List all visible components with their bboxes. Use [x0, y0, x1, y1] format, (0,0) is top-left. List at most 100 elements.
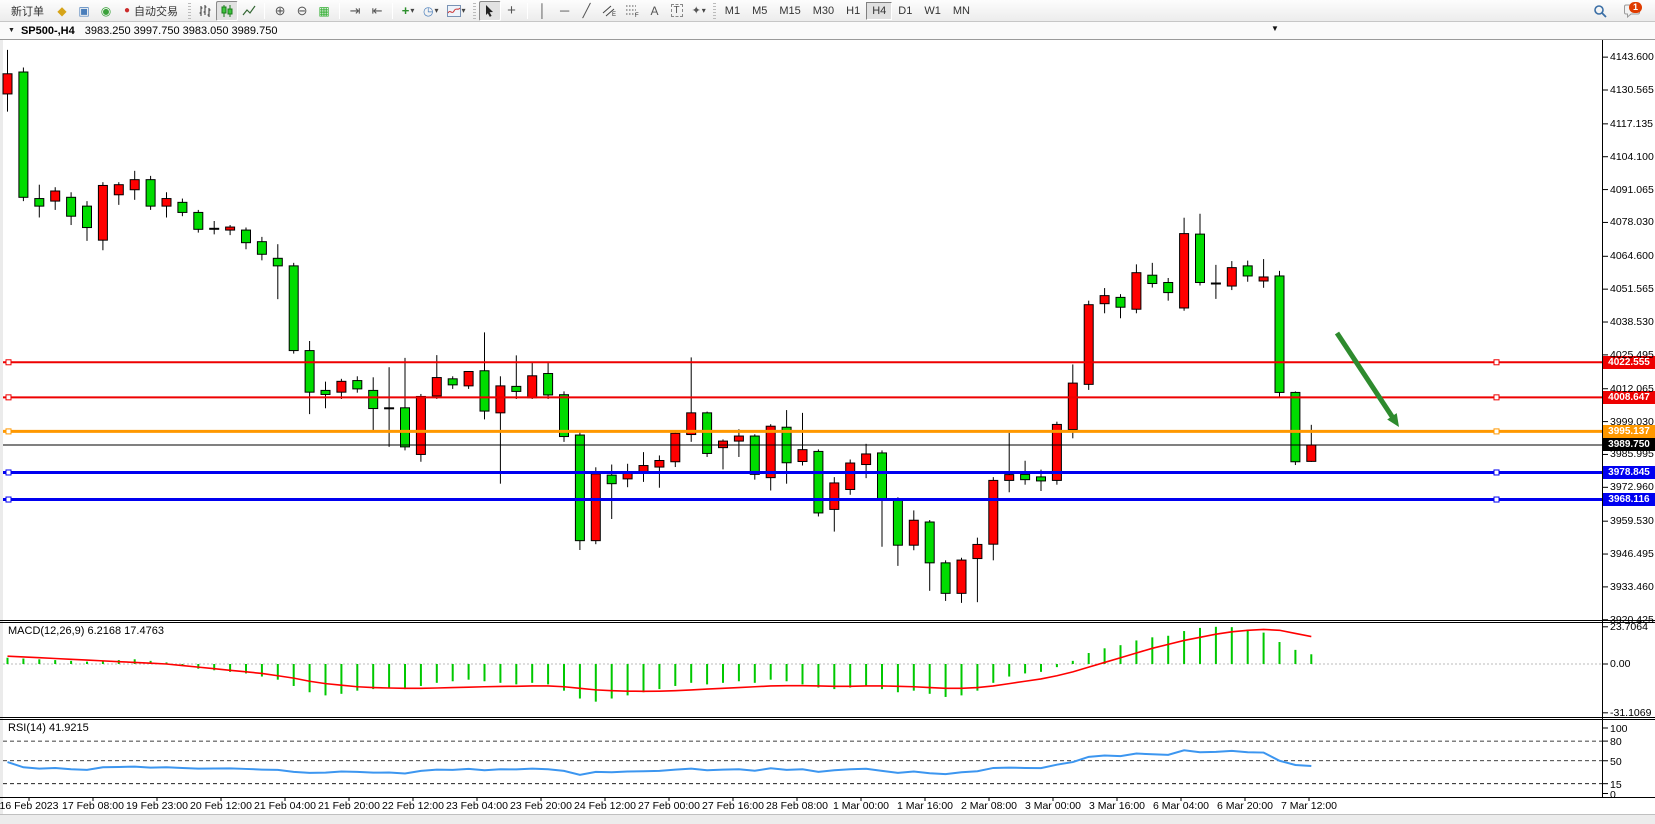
chart-menu-caret[interactable]: ▼: [8, 27, 15, 34]
candle-body: [1179, 233, 1190, 309]
macd-histogram-bar: [1278, 642, 1281, 664]
timeframe-M1[interactable]: M1: [724, 4, 741, 17]
zoom-in-icon[interactable]: ⊕: [274, 2, 286, 18]
candle-body: [34, 198, 45, 207]
hline-handle[interactable]: [1493, 469, 1500, 476]
cursor-tool[interactable]: [478, 0, 501, 21]
fibonacci-tool[interactable]: F: [621, 1, 644, 21]
timeframe-MN[interactable]: MN: [952, 4, 970, 17]
terminal-icon[interactable]: ▣: [78, 3, 90, 18]
candle-body: [1051, 423, 1062, 481]
candle-body: [892, 499, 903, 546]
candle-body: [18, 71, 29, 198]
macd-histogram-bar: [1024, 664, 1027, 674]
candle-body: [829, 482, 840, 510]
candle-body: [1083, 304, 1094, 385]
macd-histogram-bar: [6, 657, 9, 664]
candle-body: [702, 412, 713, 454]
hline-handle[interactable]: [5, 359, 12, 366]
text-label-tool[interactable]: T: [666, 1, 688, 21]
candle-body: [368, 389, 379, 410]
macd-histogram-bar: [626, 664, 629, 696]
macd-histogram-bar: [960, 664, 963, 696]
candle-body: [654, 459, 665, 468]
crosshair-tool[interactable]: +: [507, 2, 516, 19]
candle-body: [845, 462, 856, 490]
zoom-out-icon[interactable]: ⊖: [296, 2, 308, 18]
new-chart-button[interactable]: + ▾: [401, 3, 415, 18]
auto-trading-button[interactable]: ● 自动交易: [117, 1, 185, 21]
macd-histogram-bar: [896, 664, 899, 693]
vertical-line-tool[interactable]: │: [538, 3, 547, 18]
rsi-line: [7, 749, 1312, 776]
macd-histogram-bar: [1055, 664, 1058, 668]
hline-handle[interactable]: [5, 496, 12, 503]
candle-body: [336, 380, 347, 393]
periods-dropdown[interactable]: ◷ ▾: [423, 3, 439, 18]
hline-handle[interactable]: [5, 394, 12, 401]
chart-title-bar[interactable]: ▼ SP500-,H4 3983.250 3997.750 3983.050 3…: [0, 22, 1655, 40]
hline-handle[interactable]: [1493, 428, 1500, 435]
arrow-object[interactable]: [1334, 331, 1397, 422]
macd-histogram-bar: [1199, 627, 1201, 664]
timeframe-M15[interactable]: M15: [779, 4, 801, 17]
scroll-marker-icon: ▼: [1271, 24, 1279, 33]
macd-histogram-bar: [785, 664, 788, 682]
hline-handle[interactable]: [1493, 496, 1500, 503]
toolbar-grip: [472, 2, 476, 19]
search-icon[interactable]: [1589, 1, 1611, 21]
svg-text:F: F: [635, 13, 639, 17]
timeframe-M30[interactable]: M30: [812, 4, 835, 17]
timeframe-D1[interactable]: D1: [898, 4, 913, 17]
hline-handle[interactable]: [5, 428, 12, 435]
cursor-icon: [486, 5, 494, 17]
trendline-tool[interactable]: ╱: [582, 2, 591, 18]
hline-handle[interactable]: [1493, 394, 1500, 401]
macd-signal-line: [7, 628, 1312, 693]
horizontal-line-tool[interactable]: ─: [559, 3, 570, 18]
bar-chart-icon[interactable]: [194, 1, 216, 21]
timeframe-H4[interactable]: H4: [866, 1, 893, 20]
sound-signal-icon[interactable]: ◉: [100, 3, 112, 18]
notification-badge: 1: [1628, 1, 1642, 13]
macd-histogram-bar: [531, 664, 534, 683]
text-tool[interactable]: A: [650, 3, 659, 18]
macd-histogram-bar: [1214, 626, 1217, 664]
candle-body: [225, 226, 236, 231]
candlestick-chart-icon[interactable]: [216, 0, 239, 21]
arrows-tool[interactable]: ✦ ▾: [691, 5, 706, 17]
candle-body: [797, 449, 808, 463]
hline-handle[interactable]: [1493, 359, 1500, 366]
candle-body: [2, 73, 13, 95]
macd-histogram-bar: [1246, 629, 1249, 664]
candle-body: [66, 196, 77, 217]
candle-body: [1067, 382, 1078, 430]
tile-windows-icon[interactable]: ▦: [318, 3, 330, 18]
market-watch-icon[interactable]: ◆: [57, 3, 67, 18]
chart-shift-icon[interactable]: ⇤: [371, 2, 383, 18]
timeframe-M5[interactable]: M5: [752, 4, 768, 17]
macd-histogram-bar: [1008, 664, 1011, 677]
timeframe-H1[interactable]: H1: [846, 4, 861, 17]
candle-body: [161, 198, 172, 207]
candle-body: [972, 543, 983, 560]
new-order-button[interactable]: 新订单: [4, 1, 51, 21]
line-chart-icon[interactable]: [238, 1, 260, 21]
candle-body: [415, 395, 426, 455]
chat-icon[interactable]: 1: [1619, 1, 1645, 21]
macd-histogram-bar: [1151, 637, 1154, 664]
candle-body: [1290, 391, 1301, 463]
macd-histogram-bar: [706, 664, 709, 685]
timeframe-W1[interactable]: W1: [924, 4, 941, 17]
macd-histogram-bar: [292, 664, 295, 686]
macd-histogram-bar: [865, 664, 868, 686]
auto-scroll-icon[interactable]: ⇥: [349, 2, 361, 18]
hline-handle[interactable]: [5, 469, 12, 476]
candle-body: [1258, 276, 1269, 282]
candle-body: [384, 407, 395, 410]
equidistant-channel-tool[interactable]: E: [598, 1, 621, 21]
indicators-dropdown[interactable]: ▾: [443, 1, 470, 21]
candle-body: [495, 385, 506, 414]
candle-body: [145, 179, 156, 207]
